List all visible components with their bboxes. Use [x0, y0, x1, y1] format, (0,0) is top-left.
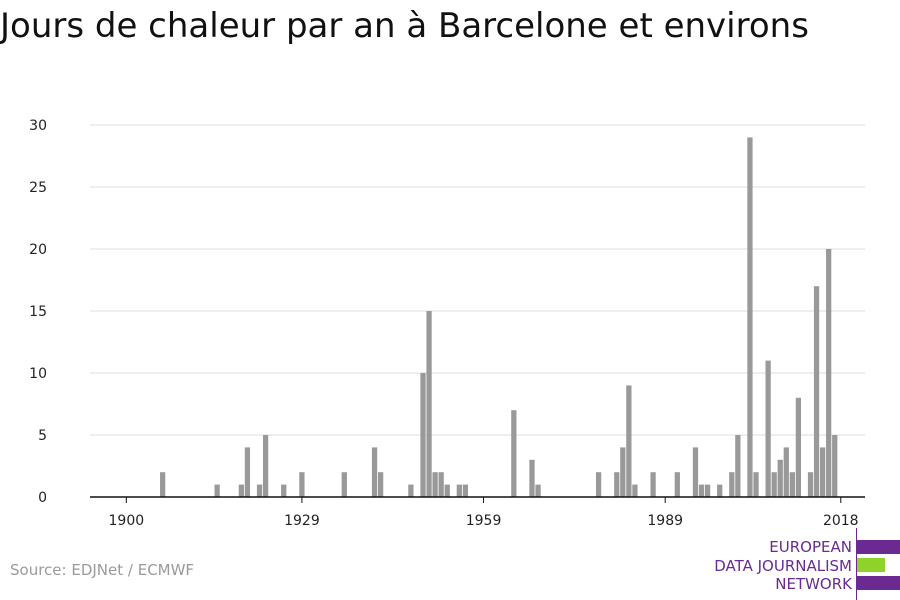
bar — [341, 472, 347, 497]
logo-bar-green — [857, 558, 885, 572]
bar — [698, 484, 705, 497]
bar — [444, 484, 450, 497]
logo-line-2: DATA JOURNALISM — [714, 557, 852, 575]
bar — [626, 385, 632, 497]
bar — [408, 484, 414, 497]
bar — [377, 472, 384, 497]
x-axis: 1900 1929 1959 1989 2018 — [90, 496, 865, 529]
logo-line-3: NETWORK — [775, 575, 852, 593]
bar — [753, 472, 759, 497]
edjnet-logo: EUROPEAN DATA JOURNALISM NETWORK — [705, 528, 900, 600]
bar — [777, 459, 783, 497]
y-tick-label: 30 — [29, 118, 47, 134]
logo-line-1: EUROPEAN — [769, 538, 852, 556]
bar — [432, 472, 438, 497]
bar — [426, 311, 432, 497]
bar — [729, 472, 735, 497]
bar — [371, 447, 378, 497]
bar — [783, 447, 789, 497]
y-axis-ticks: 0 5 10 15 20 25 30 — [29, 118, 47, 506]
bars — [160, 137, 838, 497]
bar — [238, 484, 244, 497]
bar — [692, 447, 699, 497]
bar — [160, 472, 166, 497]
x-tick-label: 1929 — [284, 513, 320, 529]
bar — [620, 447, 626, 497]
bar — [511, 410, 517, 497]
bar — [735, 435, 741, 497]
bar — [826, 249, 832, 497]
logo-bar-purple-top — [857, 540, 900, 554]
bar — [256, 484, 263, 497]
bar — [807, 472, 814, 497]
logo-bar-purple-bottom — [857, 576, 900, 590]
bar — [614, 472, 620, 497]
x-tick-label: 2018 — [823, 513, 859, 529]
bar — [456, 484, 462, 497]
bar — [819, 447, 826, 497]
y-tick-label: 10 — [29, 366, 47, 382]
bar — [462, 484, 469, 497]
bar — [747, 137, 753, 497]
bar — [299, 472, 305, 497]
bar — [704, 484, 711, 497]
bar — [438, 472, 444, 497]
chart-title: Jours de chaleur par an à Barcelone et e… — [0, 6, 809, 46]
y-tick-label: 25 — [29, 180, 47, 196]
bar — [420, 373, 426, 497]
y-tick-label: 20 — [29, 242, 47, 258]
gridlines — [90, 124, 865, 436]
y-tick-label: 5 — [38, 428, 47, 444]
source-note: Source: EDJNet / ECMWF — [10, 561, 195, 579]
bar — [632, 484, 638, 497]
bar — [244, 447, 251, 497]
y-tick-label: 15 — [29, 304, 47, 320]
bar — [717, 484, 723, 497]
x-tick-label: 1989 — [647, 513, 683, 529]
bar — [795, 397, 802, 497]
bar — [262, 435, 269, 497]
bar — [771, 472, 777, 497]
x-tick-label: 1959 — [466, 513, 502, 529]
bar — [789, 472, 795, 497]
logo-rule — [856, 528, 857, 600]
bar — [529, 459, 535, 497]
bar — [650, 472, 656, 497]
y-tick-label: 0 — [38, 490, 47, 506]
bar — [765, 360, 771, 497]
bar — [674, 472, 680, 497]
bar — [281, 484, 287, 497]
bar — [214, 484, 220, 497]
bar — [813, 286, 820, 497]
bar — [595, 472, 602, 497]
bar — [535, 484, 541, 497]
bar — [832, 435, 838, 497]
x-tick-label: 1900 — [109, 513, 145, 529]
